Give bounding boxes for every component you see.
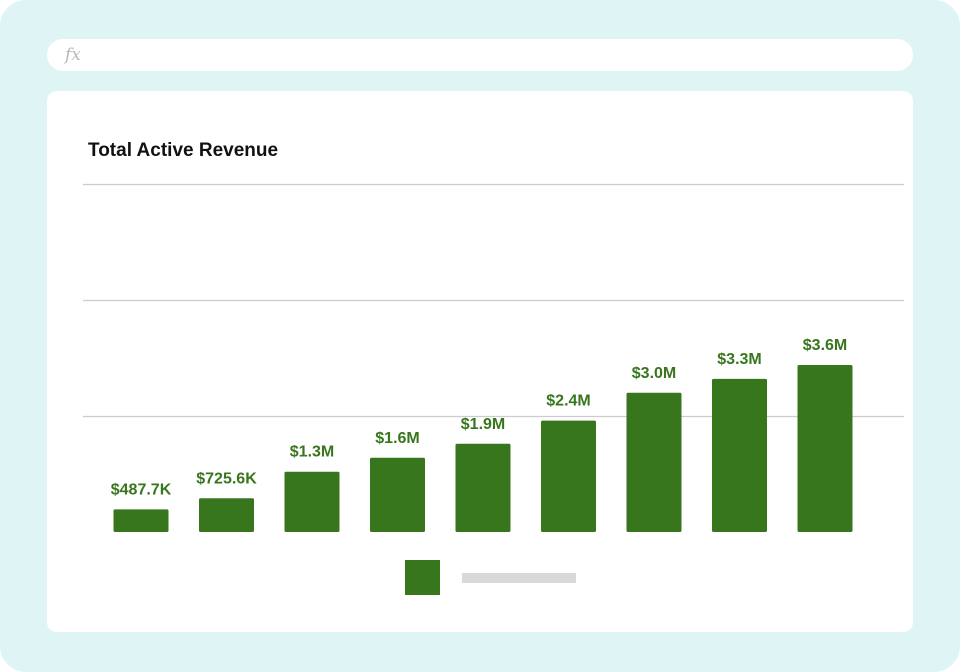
bar-7[interactable] [626,392,682,532]
legend-label-placeholder [462,573,576,583]
bar-4[interactable] [370,457,425,532]
bar-2[interactable] [199,498,254,532]
bar-3[interactable] [284,471,340,532]
chart-card[interactable]: Total Active Revenue $487.7K $725.6K $1.3M… [47,91,913,632]
bar-value-label-5: $1.9M [461,416,505,433]
bar-value-label-6: $2.4M [546,393,590,410]
chart-title: Total Active Revenue [88,140,279,161]
bar-chart: $487.7K $725.6K $1.3M $1.6M $1.9M $2.4M $3.0M $… [83,183,904,532]
bar-value-label-9: $3.6M [803,337,847,354]
fx-icon: fx [65,45,81,65]
bar-1[interactable] [113,509,169,532]
bar-value-label-2: $725.6K [196,470,257,487]
bar-8[interactable] [712,378,767,532]
bar-value-label-4: $1.6M [375,430,419,447]
bar-5[interactable] [455,443,511,532]
bar-value-label-7: $3.0M [632,365,676,382]
bar-value-label-3: $1.3M [290,444,334,461]
formula-bar[interactable]: fx [47,39,913,71]
bar-9[interactable] [797,365,853,532]
bar-value-label-8: $3.3M [717,351,761,368]
bar-value-label-1: $487.7K [111,481,172,498]
bar-6[interactable] [541,420,596,532]
legend-swatch [405,560,440,595]
